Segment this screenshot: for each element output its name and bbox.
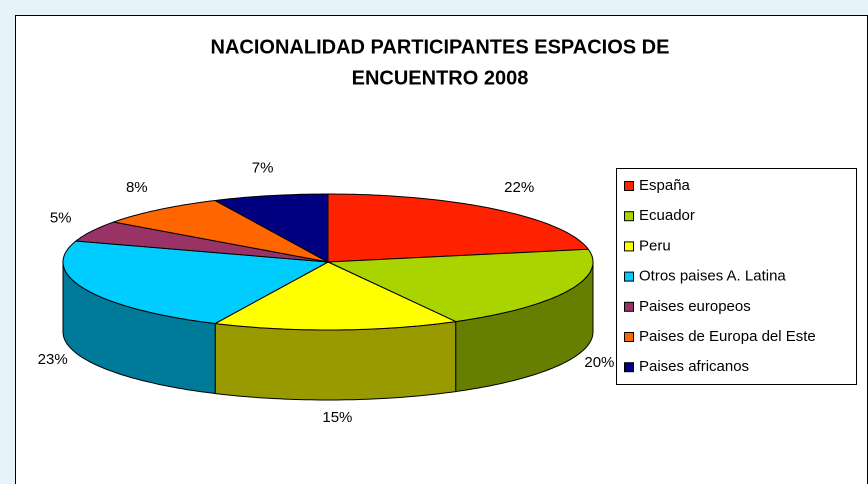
legend: [616, 168, 857, 385]
legend-label: Peru: [639, 237, 671, 254]
legend-label: Otros paises A. Latina: [639, 268, 786, 285]
pie-slice: [62, 240, 330, 325]
pie-slice: [74, 221, 329, 263]
legend-swatch: [624, 211, 634, 222]
legend-swatch: [624, 301, 634, 312]
pie-slice: [213, 261, 458, 331]
chart-title: NACIONALIDAD PARTICIPANTES ESPACIOS DE: [211, 36, 670, 58]
pie-slice: [113, 199, 329, 263]
legend-swatch: [624, 362, 634, 373]
legend-swatch: [624, 271, 634, 282]
chart-title: ENCUENTRO 2008: [352, 67, 529, 89]
data-label: 22%: [504, 179, 534, 196]
pie-slice: [327, 248, 594, 323]
pie-slice: [213, 193, 329, 263]
legend-label: Paises africanos: [639, 358, 749, 375]
data-label: 23%: [38, 351, 68, 368]
data-label: 15%: [322, 409, 352, 426]
pie-slice: [327, 193, 590, 263]
legend-label: Paises europeos: [639, 298, 751, 315]
pie-slice-side: [214, 321, 457, 401]
data-label: 8%: [126, 179, 148, 196]
legend-label: Paises de Europa del Este: [639, 328, 816, 345]
legend-swatch: [624, 241, 634, 252]
data-label: 20%: [584, 354, 614, 371]
data-label: 7%: [252, 159, 274, 176]
legend-swatch: [624, 181, 634, 191]
legend-label: Ecuador: [639, 207, 695, 224]
legend-label: España: [639, 177, 691, 194]
data-label: 5%: [50, 209, 72, 226]
legend-swatch: [624, 332, 634, 342]
